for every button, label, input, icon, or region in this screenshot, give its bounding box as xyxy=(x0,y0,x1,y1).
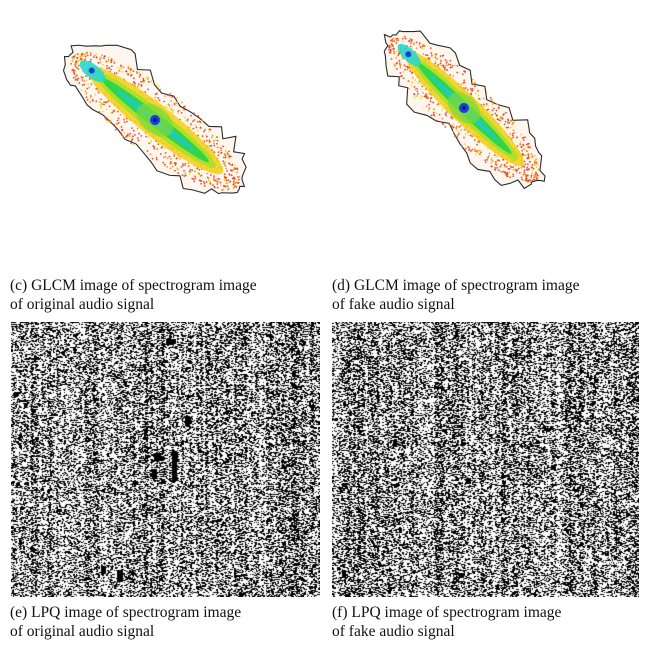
caption-d-line2: of fake audio signal xyxy=(332,296,455,313)
caption-c-line1: (c) GLCM image of spectrogram image xyxy=(10,277,257,294)
lpq-image-fake xyxy=(332,322,639,597)
caption-f-line1: (f) LPQ image of spectrogram image xyxy=(332,604,562,621)
caption-e-line2: of original audio signal xyxy=(10,623,155,640)
glcm-image-original xyxy=(12,0,274,228)
caption-f: (f) LPQ image of spectrogram image of fa… xyxy=(332,603,561,641)
caption-d-line1: (d) GLCM image of spectrogram image xyxy=(332,277,580,294)
caption-e: (e) LPQ image of spectrogram image of or… xyxy=(10,603,241,641)
lpq-image-original xyxy=(11,322,320,597)
caption-d: (d) GLCM image of spectrogram image of f… xyxy=(332,276,580,314)
glcm-image-fake xyxy=(342,0,578,210)
glcm-plot-fake xyxy=(383,30,546,190)
caption-e-line1: (e) LPQ image of spectrogram image xyxy=(10,604,242,621)
caption-c-line2: of original audio signal xyxy=(10,296,155,313)
caption-c: (c) GLCM image of spectrogram image of o… xyxy=(10,276,257,314)
caption-f-line2: of fake audio signal xyxy=(332,623,455,640)
glcm-plot-original xyxy=(62,44,247,195)
